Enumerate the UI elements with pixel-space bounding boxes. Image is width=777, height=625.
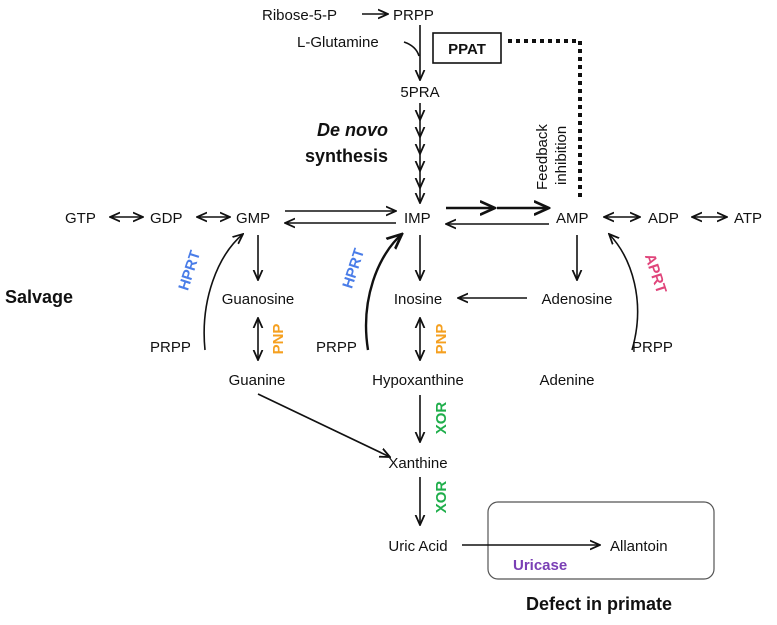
uricase-box: [487, 501, 715, 580]
uric-acid-label: Uric Acid: [388, 538, 447, 555]
allantoin-label: Allantoin: [610, 538, 668, 555]
aprt-salvage-arc: [609, 234, 639, 351]
hprt-left-salvage-arc: [203, 234, 243, 351]
de-novo-label: De novo: [317, 120, 388, 140]
5pra-label: 5PRA: [400, 84, 439, 101]
gmp-label: GMP: [236, 210, 270, 227]
xor-enzyme-1: XOR: [433, 402, 450, 435]
guanine-label: Guanine: [229, 372, 286, 389]
adenine-label: Adenine: [539, 372, 594, 389]
glutamine-join-curve: [403, 41, 420, 57]
feedback-label: Feedback: [534, 124, 551, 190]
l-glutamine-label: L-Glutamine: [297, 34, 379, 51]
atp-label: ATP: [734, 210, 762, 227]
feedback-inhibition-line: [508, 39, 582, 200]
xanthine-label: Xanthine: [388, 455, 447, 472]
adenosine-label: Adenosine: [542, 291, 613, 308]
pnp-enzyme-mid: PNP: [433, 324, 450, 355]
adp-label: ADP: [648, 210, 679, 227]
xor-enzyme-2: XOR: [433, 481, 450, 514]
salvage-label: Salvage: [5, 287, 73, 307]
synthesis-label: synthesis: [305, 146, 388, 166]
pnp-enzyme-left: PNP: [270, 324, 287, 355]
guanine-to-xanthine-arrow: [257, 393, 390, 457]
hprt-enzyme-left: HPRT: [175, 249, 204, 293]
inhibition-label: inhibition: [553, 126, 570, 185]
aprt-enzyme: APRT: [641, 252, 670, 296]
imp-label: IMP: [404, 210, 431, 227]
gdp-label: GDP: [150, 210, 183, 227]
ppat-label: PPAT: [448, 41, 486, 58]
prpp-mid-label: PRPP: [316, 339, 357, 356]
guanosine-label: Guanosine: [222, 291, 295, 308]
prpp-top-label: PRPP: [393, 7, 434, 24]
hypoxanthine-label: Hypoxanthine: [372, 372, 464, 389]
prpp-right-label: PRPP: [632, 339, 673, 356]
defect-in-primate-label: Defect in primate: [526, 594, 672, 614]
hprt-enzyme-mid: HPRT: [339, 247, 368, 291]
hprt-mid-salvage-arc: [364, 234, 402, 351]
amp-label: AMP: [556, 210, 589, 227]
gtp-label: GTP: [65, 210, 96, 227]
ribose-5-phosphate-label: Ribose-5-P: [262, 7, 337, 24]
uricase-enzyme: Uricase: [513, 557, 567, 574]
inosine-label: Inosine: [394, 291, 442, 308]
ppat-box: [432, 32, 502, 64]
prpp-left-label: PRPP: [150, 339, 191, 356]
